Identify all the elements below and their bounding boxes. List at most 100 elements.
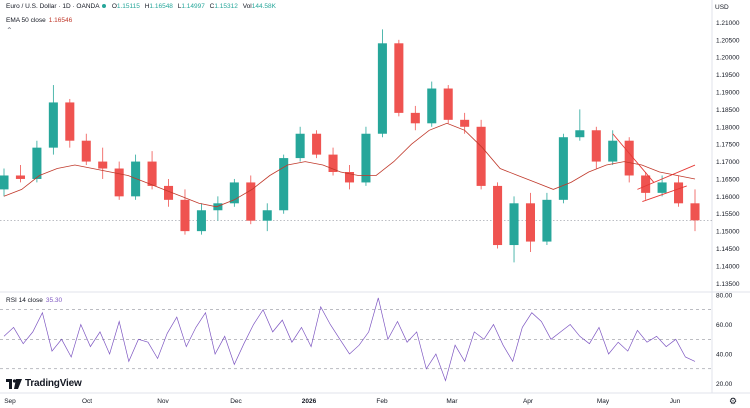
- close-value: 1.15312: [214, 3, 238, 10]
- open-value: 1.15115: [116, 3, 140, 10]
- candle-body: [690, 203, 700, 221]
- candle-body: [65, 102, 75, 141]
- candle-body: [427, 88, 437, 124]
- y-tick-label: 1.15000: [716, 229, 740, 236]
- low-label: L: [177, 3, 182, 10]
- chevron-up-icon[interactable]: ⌃: [6, 26, 13, 35]
- candle-body: [196, 210, 206, 232]
- candle-body: [344, 172, 355, 183]
- candle-body: [608, 140, 618, 162]
- x-tick-label: Sep: [4, 398, 16, 405]
- candle-body: [98, 161, 108, 169]
- candle-body: [361, 133, 371, 183]
- close-label: C: [209, 3, 215, 10]
- rsi-y-tick-label: 60.00: [716, 322, 733, 329]
- ema-value: 1.16546: [48, 17, 73, 24]
- rsi-line: [3, 297, 696, 382]
- candle-body: [657, 182, 667, 193]
- y-tick-label: 1.15500: [716, 211, 740, 218]
- candle-body: [131, 161, 141, 197]
- ema-legend[interactable]: EMA 50 close 1.16546: [6, 17, 72, 24]
- candle-body: [377, 43, 387, 134]
- ema-line: [3, 122, 696, 208]
- y-tick-label: 1.17000: [716, 159, 740, 166]
- candle-body: [312, 133, 322, 155]
- trendline: [637, 164, 696, 190]
- x-tick-label: May: [597, 398, 610, 405]
- x-tick-label: Jun: [670, 398, 681, 405]
- rsi-y-tick-label: 20.00: [716, 381, 733, 388]
- y-tick-label: 1.18500: [716, 107, 740, 114]
- x-tick-label: Nov: [157, 398, 169, 405]
- logo-text: TradingView: [25, 378, 82, 389]
- candle-body: [0, 175, 9, 190]
- candle-body: [525, 203, 536, 242]
- y-tick-label: 1.14000: [716, 263, 740, 270]
- candle-body: [81, 140, 91, 162]
- candle-body: [163, 185, 174, 200]
- symbol-title[interactable]: Euro / U.S. Dollar · 1D · OANDA: [6, 3, 100, 10]
- candle-body: [147, 161, 157, 186]
- candle-body: [15, 175, 25, 179]
- candle-body: [295, 133, 305, 159]
- x-tick-label: 2026: [302, 398, 317, 405]
- y-tick-label: 1.21000: [716, 20, 740, 27]
- candle-body: [542, 199, 552, 242]
- candle-body: [114, 168, 124, 197]
- y-tick-label: 1.17500: [716, 142, 740, 149]
- y-tick-label: 1.18000: [716, 124, 740, 131]
- candle-body: [213, 203, 223, 211]
- candle-body: [229, 182, 239, 204]
- rsi-value: 35.30: [45, 297, 63, 304]
- candle-body: [443, 88, 453, 120]
- y-tick-label: 1.16500: [716, 176, 740, 183]
- x-tick-label: Oct: [82, 398, 92, 405]
- y-tick-label: 1.20500: [716, 37, 740, 44]
- candle-body: [394, 43, 404, 113]
- candle-body: [493, 185, 503, 246]
- header-row: Euro / U.S. Dollar · 1D · OANDA O1.15115…: [6, 3, 276, 10]
- candle-body: [624, 140, 634, 176]
- y-tick-label: 1.16000: [716, 194, 740, 201]
- candle-body: [460, 119, 470, 127]
- candle-body: [410, 112, 420, 124]
- x-tick-label: Dec: [230, 398, 242, 405]
- rsi-y-tick-label: 40.00: [716, 352, 733, 359]
- candle-body: [32, 147, 42, 179]
- gear-icon[interactable]: ⚙: [729, 396, 738, 406]
- tradingview-logo-icon: [6, 378, 22, 389]
- tradingview-logo[interactable]: TradingView: [6, 378, 82, 389]
- candle-body: [558, 137, 568, 200]
- x-tick-label: Feb: [376, 398, 388, 405]
- candle-body: [246, 182, 256, 221]
- rsi-label: RSI 14 close: [6, 297, 43, 304]
- high-value: 1.16548: [149, 3, 173, 10]
- vol-value: 144.58K: [251, 3, 276, 10]
- candle-body: [262, 210, 272, 221]
- candle-body: [180, 199, 190, 232]
- y-tick-label: 1.13500: [716, 281, 740, 288]
- market-status-icon: [102, 4, 107, 9]
- candle-body: [279, 158, 289, 211]
- rsi-y-tick-label: 80.00: [716, 292, 733, 299]
- candle-body: [575, 130, 585, 138]
- candle-body: [328, 154, 338, 172]
- trendline: [642, 185, 687, 202]
- rsi-legend[interactable]: RSI 14 close 35.30: [6, 297, 62, 304]
- candle-body: [591, 130, 601, 162]
- high-label: H: [144, 3, 150, 10]
- currency-label[interactable]: USD: [715, 4, 729, 11]
- x-tick-label: Apr: [523, 398, 534, 405]
- y-tick-label: 1.19000: [716, 90, 740, 97]
- candle-body: [641, 175, 651, 193]
- low-value: 1.14997: [181, 3, 205, 10]
- candle-body: [48, 102, 58, 148]
- ema-label: EMA 50 close: [6, 17, 46, 24]
- vol-label: Vol: [242, 3, 252, 10]
- candle-body: [509, 203, 519, 246]
- y-tick-label: 1.20000: [716, 55, 740, 62]
- y-tick-label: 1.19500: [716, 72, 740, 79]
- trendline: [612, 133, 655, 183]
